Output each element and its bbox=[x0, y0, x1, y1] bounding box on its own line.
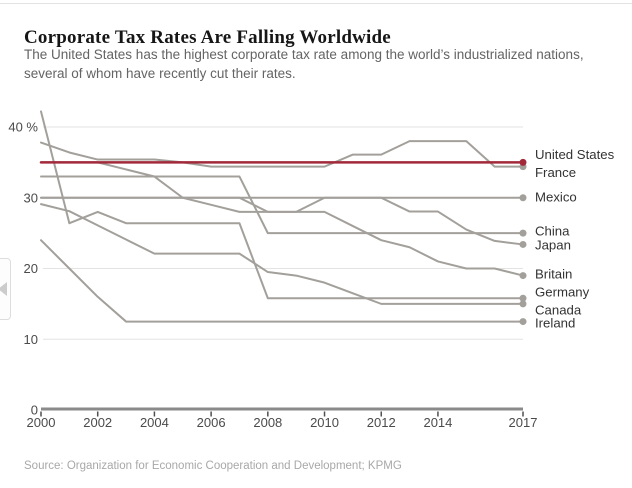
series-label-united-states: United States bbox=[535, 147, 615, 162]
series-end-dot-japan bbox=[519, 240, 527, 248]
series-line-france bbox=[40, 140, 524, 168]
series-end-dot-canada bbox=[519, 300, 527, 308]
x-tick-label-2017: 2017 bbox=[509, 415, 538, 430]
series-label-britain: Britain bbox=[535, 267, 572, 282]
series-end-dot-germany bbox=[519, 294, 527, 302]
series-end-dot-united-states bbox=[519, 158, 527, 166]
series-label-germany: Germany bbox=[535, 284, 590, 299]
series-label-mexico: Mexico bbox=[535, 190, 577, 205]
x-tick-label-2008: 2008 bbox=[253, 415, 282, 430]
series-line-canada bbox=[40, 203, 524, 305]
series-line-ireland bbox=[40, 239, 524, 323]
x-tick-label-2000: 2000 bbox=[27, 415, 56, 430]
page-subtitle-line-1: The United States has the highest corpor… bbox=[24, 47, 584, 62]
series-label-japan: Japan bbox=[535, 238, 571, 253]
source-attribution: Source: Organization for Economic Cooper… bbox=[24, 460, 402, 472]
series-label-canada: Canada bbox=[535, 303, 582, 318]
chevron-left-icon bbox=[0, 282, 7, 296]
page-title: Corporate Tax Rates Are Falling Worldwid… bbox=[24, 26, 391, 48]
y-tick-label-30: 30 bbox=[24, 190, 38, 205]
series-end-dot-britain bbox=[519, 272, 527, 280]
page-subtitle-line-2: several of whom have recently cut their … bbox=[24, 66, 296, 81]
y-tick-label-10: 10 bbox=[24, 332, 38, 347]
x-tick-label-2004: 2004 bbox=[140, 415, 169, 430]
x-tick-label-2012: 2012 bbox=[367, 415, 396, 430]
series-line-japan bbox=[40, 196, 524, 246]
series-label-ireland: Ireland bbox=[535, 315, 575, 330]
series-label-china: China bbox=[535, 224, 570, 239]
top-divider-rule bbox=[0, 3, 632, 4]
series-end-dot-ireland bbox=[519, 318, 527, 326]
series-end-dot-china bbox=[519, 229, 527, 237]
series-line-britain bbox=[40, 196, 524, 277]
series-line-germany bbox=[40, 110, 524, 300]
y-tick-label-0: 0 bbox=[31, 403, 38, 418]
series-end-dot-mexico bbox=[519, 194, 527, 202]
x-tick-label-2014: 2014 bbox=[423, 415, 452, 430]
page-subtitle: The United States has the highest corpor… bbox=[24, 45, 624, 83]
y-tick-label-20: 20 bbox=[24, 261, 38, 276]
x-tick-label-2006: 2006 bbox=[197, 415, 226, 430]
series-line-china bbox=[40, 175, 524, 235]
y-tick-label-40: 40 % bbox=[8, 120, 38, 135]
series-line-mexico bbox=[40, 161, 524, 213]
x-tick-label-2002: 2002 bbox=[83, 415, 112, 430]
carousel-prev-button[interactable] bbox=[0, 258, 11, 320]
x-tick-label-2010: 2010 bbox=[310, 415, 339, 430]
series-label-france: France bbox=[535, 165, 576, 180]
